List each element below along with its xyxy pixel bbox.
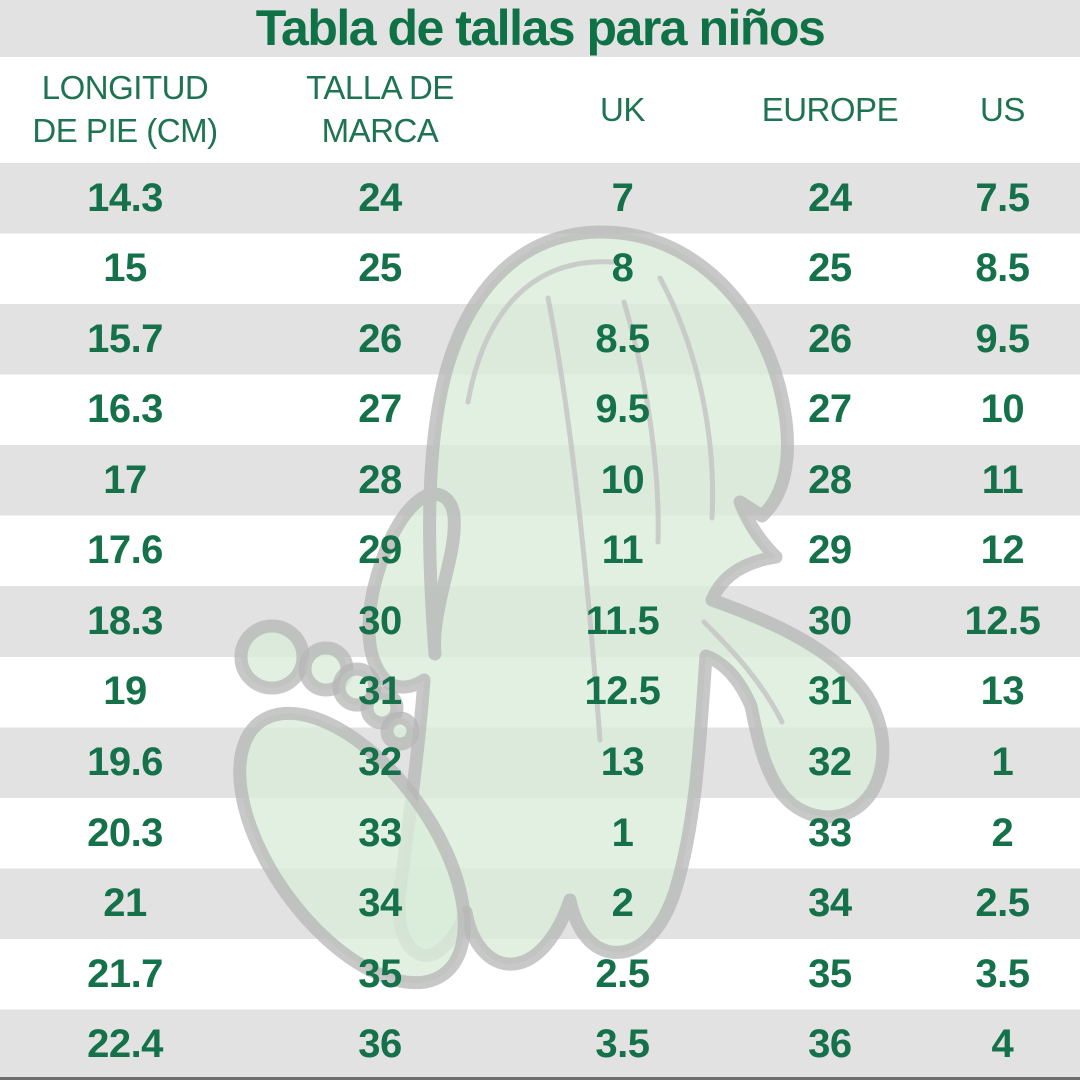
cell-europe: 32 bbox=[808, 740, 852, 785]
cell-brand-size: 26 bbox=[358, 316, 402, 361]
cell-us: 10 bbox=[980, 387, 1025, 432]
table-row: 15.7 26 8.5 26 9.5 bbox=[0, 304, 1080, 375]
cell-foot-length-cm: 21 bbox=[103, 881, 147, 926]
cell-us: 7.5 bbox=[975, 175, 1030, 220]
cell-brand-size: 30 bbox=[358, 598, 402, 643]
column-header-brand-size: TALLA DE MARCA bbox=[306, 69, 454, 149]
cell-foot-length-cm: 19 bbox=[103, 669, 147, 714]
cell-foot-length-cm: 15 bbox=[103, 246, 147, 291]
table-row: 14.3 24 7 24 7.5 bbox=[0, 163, 1080, 234]
table-row: 22.4 36 3.5 36 4 bbox=[0, 1009, 1080, 1080]
cell-brand-size: 29 bbox=[358, 528, 402, 573]
bottom-edge-line bbox=[0, 1077, 1080, 1080]
table-row: 21 34 2 34 2.5 bbox=[0, 868, 1080, 939]
cell-us: 2 bbox=[991, 810, 1014, 855]
cell-foot-length-cm: 22.4 bbox=[87, 1022, 163, 1067]
cell-europe: 33 bbox=[808, 810, 852, 855]
table-row: 18.3 30 11.5 30 12.5 bbox=[0, 586, 1080, 657]
cell-us: 3.5 bbox=[975, 951, 1030, 996]
table-row: 16.3 27 9.5 27 10 bbox=[0, 375, 1080, 446]
column-header-us: US bbox=[980, 90, 1025, 128]
cell-foot-length-cm: 15.7 bbox=[87, 316, 163, 361]
cell-brand-size: 36 bbox=[358, 1022, 402, 1067]
cell-europe: 30 bbox=[808, 598, 852, 643]
cell-uk: 12.5 bbox=[584, 669, 661, 714]
cell-us: 2.5 bbox=[975, 881, 1030, 926]
cell-brand-size: 25 bbox=[358, 246, 402, 291]
cell-europe: 27 bbox=[808, 387, 852, 432]
cell-uk: 1 bbox=[611, 810, 634, 855]
cell-us: 8.5 bbox=[975, 246, 1030, 291]
cell-uk: 13 bbox=[600, 740, 645, 785]
table-row: 17.6 29 11 29 12 bbox=[0, 516, 1080, 587]
column-header-foot-length-cm: LONGITUD DE PIE (CM) bbox=[32, 69, 218, 149]
cell-brand-size: 27 bbox=[358, 387, 402, 432]
cell-brand-size: 34 bbox=[358, 881, 402, 926]
cell-us: 1 bbox=[991, 740, 1014, 785]
cell-us: 4 bbox=[991, 1022, 1014, 1067]
cell-foot-length-cm: 17.6 bbox=[87, 528, 163, 573]
cell-foot-length-cm: 19.6 bbox=[87, 740, 163, 785]
cell-europe: 34 bbox=[808, 881, 852, 926]
cell-uk: 8 bbox=[611, 246, 634, 291]
cell-foot-length-cm: 16.3 bbox=[87, 387, 163, 432]
cell-uk: 3.5 bbox=[595, 1022, 650, 1067]
cell-foot-length-cm: 21.7 bbox=[87, 951, 163, 996]
cell-foot-length-cm: 18.3 bbox=[87, 598, 163, 643]
cell-brand-size: 28 bbox=[358, 457, 402, 502]
cell-europe: 26 bbox=[808, 316, 852, 361]
cell-brand-size: 35 bbox=[358, 951, 402, 996]
table-header: LONGITUD DE PIE (CM) TALLA DE MARCA UK EURO… bbox=[0, 57, 1080, 163]
cell-uk: 7 bbox=[611, 175, 634, 220]
cell-uk: 2.5 bbox=[595, 951, 650, 996]
cell-foot-length-cm: 20.3 bbox=[87, 810, 163, 855]
cell-foot-length-cm: 14.3 bbox=[87, 175, 163, 220]
cell-uk: 9.5 bbox=[595, 387, 650, 432]
cell-uk: 8.5 bbox=[595, 316, 650, 361]
cell-europe: 35 bbox=[808, 951, 852, 996]
table-row: 19 31 12.5 31 13 bbox=[0, 657, 1080, 728]
table-row: 17 28 10 28 11 bbox=[0, 445, 1080, 516]
cell-europe: 24 bbox=[808, 175, 852, 220]
cell-brand-size: 24 bbox=[358, 175, 402, 220]
cell-europe: 25 bbox=[808, 246, 852, 291]
cell-brand-size: 32 bbox=[358, 740, 402, 785]
cell-europe: 36 bbox=[808, 1022, 852, 1067]
title-bar: Tabla de tallas para niños bbox=[0, 0, 1080, 57]
table-row: 19.6 32 13 32 1 bbox=[0, 727, 1080, 798]
cell-uk: 2 bbox=[611, 881, 634, 926]
cell-brand-size: 33 bbox=[358, 810, 402, 855]
cell-us: 11 bbox=[981, 457, 1024, 502]
table-row: 20.3 33 1 33 2 bbox=[0, 798, 1080, 869]
table-row: 21.7 35 2.5 35 3.5 bbox=[0, 939, 1080, 1010]
cell-us: 12.5 bbox=[964, 598, 1041, 643]
table-body: 14.3 24 7 24 7.5 15 25 8 25 8.5 15.7 26 8.5 26 9.5 16.3… bbox=[0, 163, 1080, 1080]
column-header-uk: UK bbox=[600, 90, 645, 128]
cell-foot-length-cm: 17 bbox=[103, 457, 147, 502]
page-title: Tabla de tallas para niños bbox=[255, 0, 826, 56]
column-header-europe: EUROPE bbox=[761, 90, 899, 128]
cell-us: 9.5 bbox=[975, 316, 1030, 361]
cell-uk: 10 bbox=[600, 457, 645, 502]
cell-europe: 29 bbox=[808, 528, 852, 573]
cell-brand-size: 31 bbox=[358, 669, 402, 714]
cell-us: 13 bbox=[980, 669, 1025, 714]
cell-us: 12 bbox=[980, 528, 1025, 573]
cell-europe: 28 bbox=[808, 457, 852, 502]
cell-uk: 11 bbox=[601, 528, 644, 573]
cell-europe: 31 bbox=[808, 669, 852, 714]
table-row: 15 25 8 25 8.5 bbox=[0, 234, 1080, 305]
cell-uk: 11.5 bbox=[585, 598, 660, 643]
